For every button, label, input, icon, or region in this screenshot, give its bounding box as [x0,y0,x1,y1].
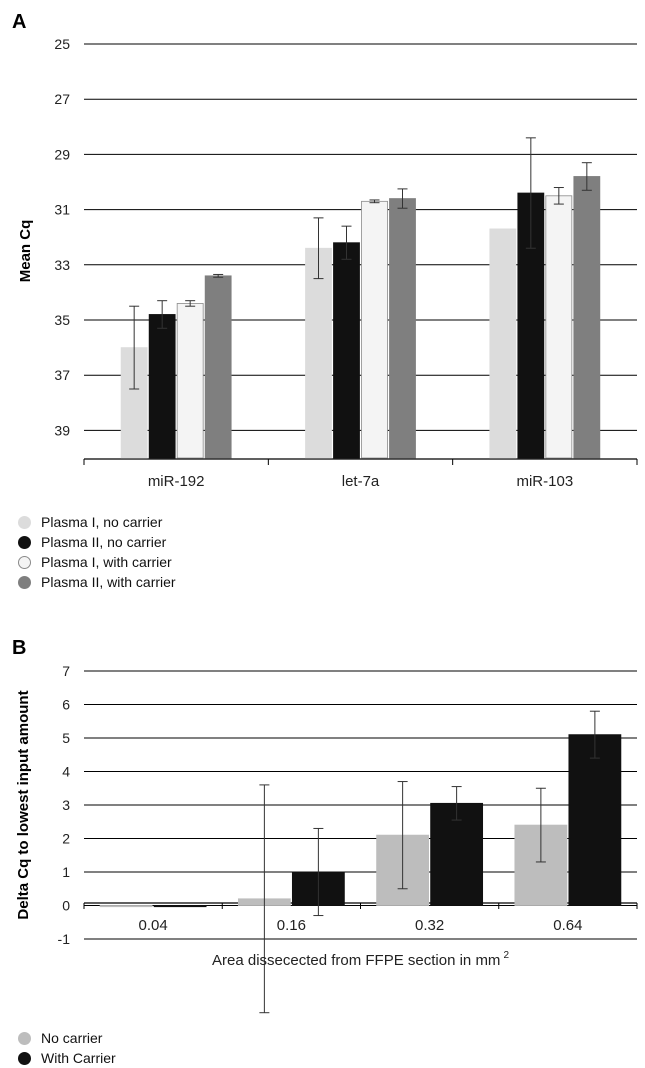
a-bar [545,195,573,459]
panel-b-legend: No carrier With Carrier [18,1028,116,1068]
a-legend-label: Plasma I, with carrier [41,554,172,570]
a-category-label: let-7a [342,473,380,490]
panel-a-legend: Plasma I, no carrier Plasma II, no carrie… [18,512,176,592]
a-legend-swatch [18,555,31,569]
a-y-tick-label: 29 [54,146,70,162]
b-legend-label: With Carrier [41,1050,116,1066]
a-y-tick-label: 31 [54,202,70,218]
b-legend-item: No carrier [18,1028,116,1048]
a-legend-label: Plasma I, no carrier [41,514,163,530]
panel-a-chart: A 25 27 29 31 33 35 37 39 miR-192 let-7a miR-103 Mea… [12,11,638,490]
a-y-tick-label: 27 [54,91,70,107]
b-y-axis-label: Delta Cq to lowest input amount [15,690,32,919]
a-y-tick-label: 37 [54,367,70,383]
b-y-tick-label: 4 [62,764,70,780]
a-error-bar [553,187,564,205]
a-legend-swatch [18,515,31,529]
b-error-bar [589,710,600,759]
b-category-label: 0.04 [139,917,168,934]
b-legend-item: With Carrier [18,1048,116,1068]
b-x-axis-label: Area dissecected from FFPE section in mm… [212,950,509,969]
a-error-bar [581,162,592,191]
b-x-axis-label-text: Area dissecected from FFPE section in mm [212,952,500,969]
a-bar [573,176,601,459]
b-category-label: 0.16 [277,917,306,934]
panel-b-chart: B -1 0 1 2 3 4 5 6 7 0.04 0.16 0.32 0.64 Delta Cq to l… [12,637,638,1014]
a-legend-label: Plasma II, no carrier [41,534,167,550]
b-y-tick-label: 2 [62,831,70,847]
b-x-axis-label-superscript: 2 [503,950,509,961]
b-error-bar [535,787,546,863]
b-y-tick-label: 3 [62,797,70,813]
b-legend-swatch [18,1031,31,1045]
b-y-tick-label: 7 [62,663,70,679]
b-y-tick-label: 6 [62,697,70,713]
a-category-label: miR-192 [148,473,205,490]
b-category-label: 0.32 [415,917,444,934]
b-panel-letter: B [12,637,26,659]
b-y-tick-label: 5 [62,730,70,746]
a-bar [204,275,232,459]
a-error-bar [157,300,168,329]
b-y-tick-label: 1 [62,864,70,880]
b-y-tick-label: -1 [58,931,71,947]
a-error-bar [185,300,196,307]
a-error-bar [341,225,352,260]
b-error-bar [313,827,324,917]
a-legend-swatch [18,575,31,589]
b-legend-swatch [18,1051,31,1065]
a-error-bar [313,217,324,280]
a-bar [305,247,332,459]
a-legend-item: Plasma II, with carrier [18,572,176,592]
a-bar [333,242,360,459]
a-legend-swatch [18,535,31,549]
a-error-bar [397,188,408,209]
a-panel-letter: A [12,11,26,33]
a-error-bar [129,305,140,390]
b-error-bar [259,784,270,1014]
a-y-tick-label: 39 [54,422,70,438]
a-error-bar [213,273,224,278]
b-y-tick-label: 0 [62,898,70,914]
a-legend-item: Plasma I, no carrier [18,512,176,532]
b-legend-label: No carrier [41,1030,103,1046]
a-legend-item: Plasma I, with carrier [18,552,176,572]
a-error-bar [525,137,536,249]
b-bar [153,905,207,908]
a-y-tick-label: 35 [54,312,70,328]
a-bar [148,314,176,459]
a-bar [176,303,204,459]
b-category-label: 0.64 [553,917,582,934]
a-bar [361,200,388,459]
b-bar [99,905,153,908]
b-bar [568,734,622,906]
a-bar [489,228,517,459]
a-legend-label: Plasma II, with carrier [41,574,176,590]
a-error-bar [369,199,380,204]
a-y-axis-label: Mean Cq [17,220,34,283]
a-legend-item: Plasma II, no carrier [18,532,176,552]
b-error-bar [397,781,408,890]
a-bar [389,198,416,459]
a-y-tick-label: 25 [54,36,70,52]
b-error-bar [451,786,462,821]
a-y-tick-label: 33 [54,257,70,273]
a-category-label: miR-103 [516,473,573,490]
